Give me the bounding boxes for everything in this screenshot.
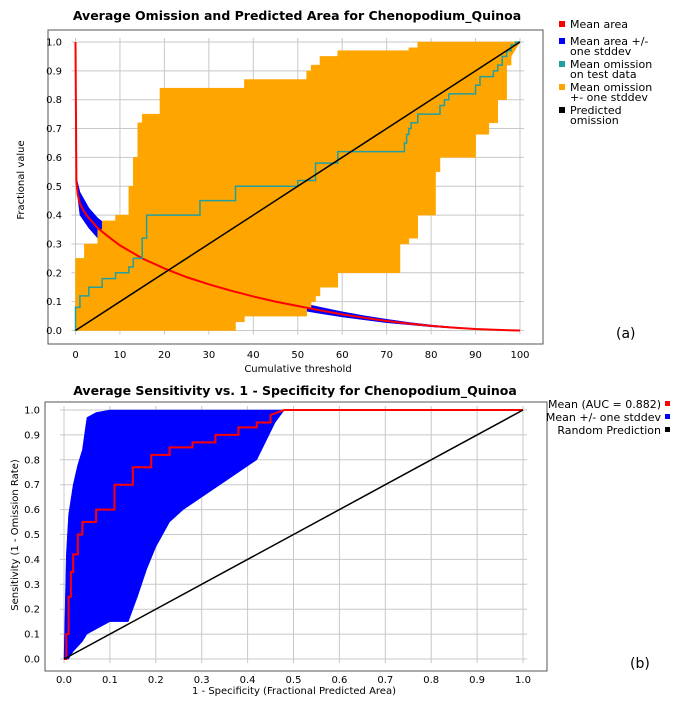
x-tick-label: 20 [158,350,171,361]
legend-swatch [559,21,565,27]
series-line-mean-area [74,41,521,332]
y-tick-label: 0.2 [46,268,62,279]
legend-label: Mean (AUC = 0.882) [548,398,661,411]
tick-labels: 0 10 20 30 40 50 60 70 80 90 100 0.0 0.1 0.2 0.3 0.4 0.5… [46,38,529,362]
x-tick-label: 0.4 [240,675,256,686]
legend-swatch [559,84,565,90]
y-tick-label: 0.3 [46,239,62,250]
y-tick-label: 0.5 [24,530,40,541]
x-tick-label: 90 [469,350,482,361]
x-tick-label: 0.3 [194,675,210,686]
chart-title: Average Sensitivity vs. 1 - Specificity … [73,383,517,399]
series-line-mean-auc-0-882- [64,409,523,660]
x-tick-label: 30 [202,350,215,361]
y-tick-label: 0.1 [24,630,40,641]
x-tick-label: 40 [247,350,260,361]
x-tick-label: 70 [380,350,393,361]
y-tick-label: 0.8 [24,455,40,466]
x-tick-label: 50 [291,350,304,361]
x-tick-label: 1.0 [515,675,531,686]
series-line-predicted-omission [75,41,521,332]
x-tick-label: 0.2 [148,675,164,686]
series-band-mean-one-stddev [63,409,523,660]
chart-title: Average Omission and Predicted Area for … [73,8,521,24]
series-line-random-prediction [63,409,524,660]
y-tick-label: 0.9 [24,430,40,441]
legend-label: omission [570,114,619,127]
legend-swatch [559,107,565,113]
x-axis-label: 1 - Specificity (Fractional Predicted Ar… [192,686,396,697]
legend-swatch [559,61,565,67]
y-axis-label: Sensitivity (1 - Omission Rate) [10,459,21,611]
legend-label: +- one stddev [570,91,648,104]
y-axis-label: Fractional value [16,140,27,219]
legend: Mean (AUC = 0.882)Mean +/- one stddevRan… [546,398,670,437]
series-line-mean-omission-on-test-data [74,41,520,331]
x-tick-label: 0.0 [56,675,72,686]
x-axis-label: Cumulative threshold [244,364,351,375]
legend-swatch [665,427,670,432]
legend-label: one stddev [570,45,632,58]
y-tick-label: 0.5 [46,182,62,193]
x-tick-label: 0.1 [102,675,118,686]
y-tick-label: 0.0 [24,655,40,666]
legend-label: on test data [570,68,637,81]
y-tick-label: 0.7 [46,124,62,135]
x-tick-label: 60 [336,350,349,361]
legend-label: Random Prediction [557,424,661,437]
y-tick-label: 0.3 [24,580,40,591]
x-tick-label: 0.5 [286,675,302,686]
x-tick-label: 0.6 [331,675,347,686]
y-tick-label: 0.4 [46,211,62,222]
legend-swatch [665,414,670,419]
x-tick-label: 0 [72,350,78,361]
y-tick-label: 0.6 [24,505,40,516]
y-tick-label: 1.0 [46,38,62,49]
legend-label: Mean area +/- [570,35,648,48]
y-tick-label: 0.8 [46,95,62,106]
y-tick-label: 0.4 [24,555,40,566]
x-tick-label: 0.8 [423,675,439,686]
x-tick-label: 0.9 [469,675,485,686]
panel-label: (b) [630,656,650,672]
legend-label: Mean area [570,18,628,31]
roc-chart: Average Sensitivity vs. 1 - Specificity … [10,383,670,697]
plot-marks [63,409,524,660]
x-tick-label: 0.7 [377,675,393,686]
legend-label: Mean +/- one stddev [546,411,662,424]
legend-label: Mean omission [570,58,652,71]
omission-chart: Average Omission and Predicted Area for … [16,8,652,375]
y-tick-label: 0.6 [46,153,62,164]
y-tick-label: 0.7 [24,480,40,491]
y-tick-label: 0.2 [24,605,40,616]
legend-label: Mean omission [570,81,652,94]
y-tick-label: 0.9 [46,66,62,77]
y-tick-label: 1.0 [24,406,40,417]
x-tick-label: 100 [510,350,529,361]
x-tick-label: 10 [114,350,127,361]
y-tick-label: 0.1 [46,297,62,308]
legend-swatch [665,401,670,406]
tick-labels: 0.0 0.1 0.2 0.3 0.4 0.5 0.6 0.7 0.8 0.9 1.0 0.0 0.1 0… [24,406,531,687]
panel-label: (a) [616,326,636,342]
legend-swatch [559,38,565,44]
y-tick-label: 0.0 [46,326,62,337]
legend-label: Predicted [570,104,622,117]
x-tick-label: 80 [425,350,438,361]
plot-marks [74,41,521,332]
